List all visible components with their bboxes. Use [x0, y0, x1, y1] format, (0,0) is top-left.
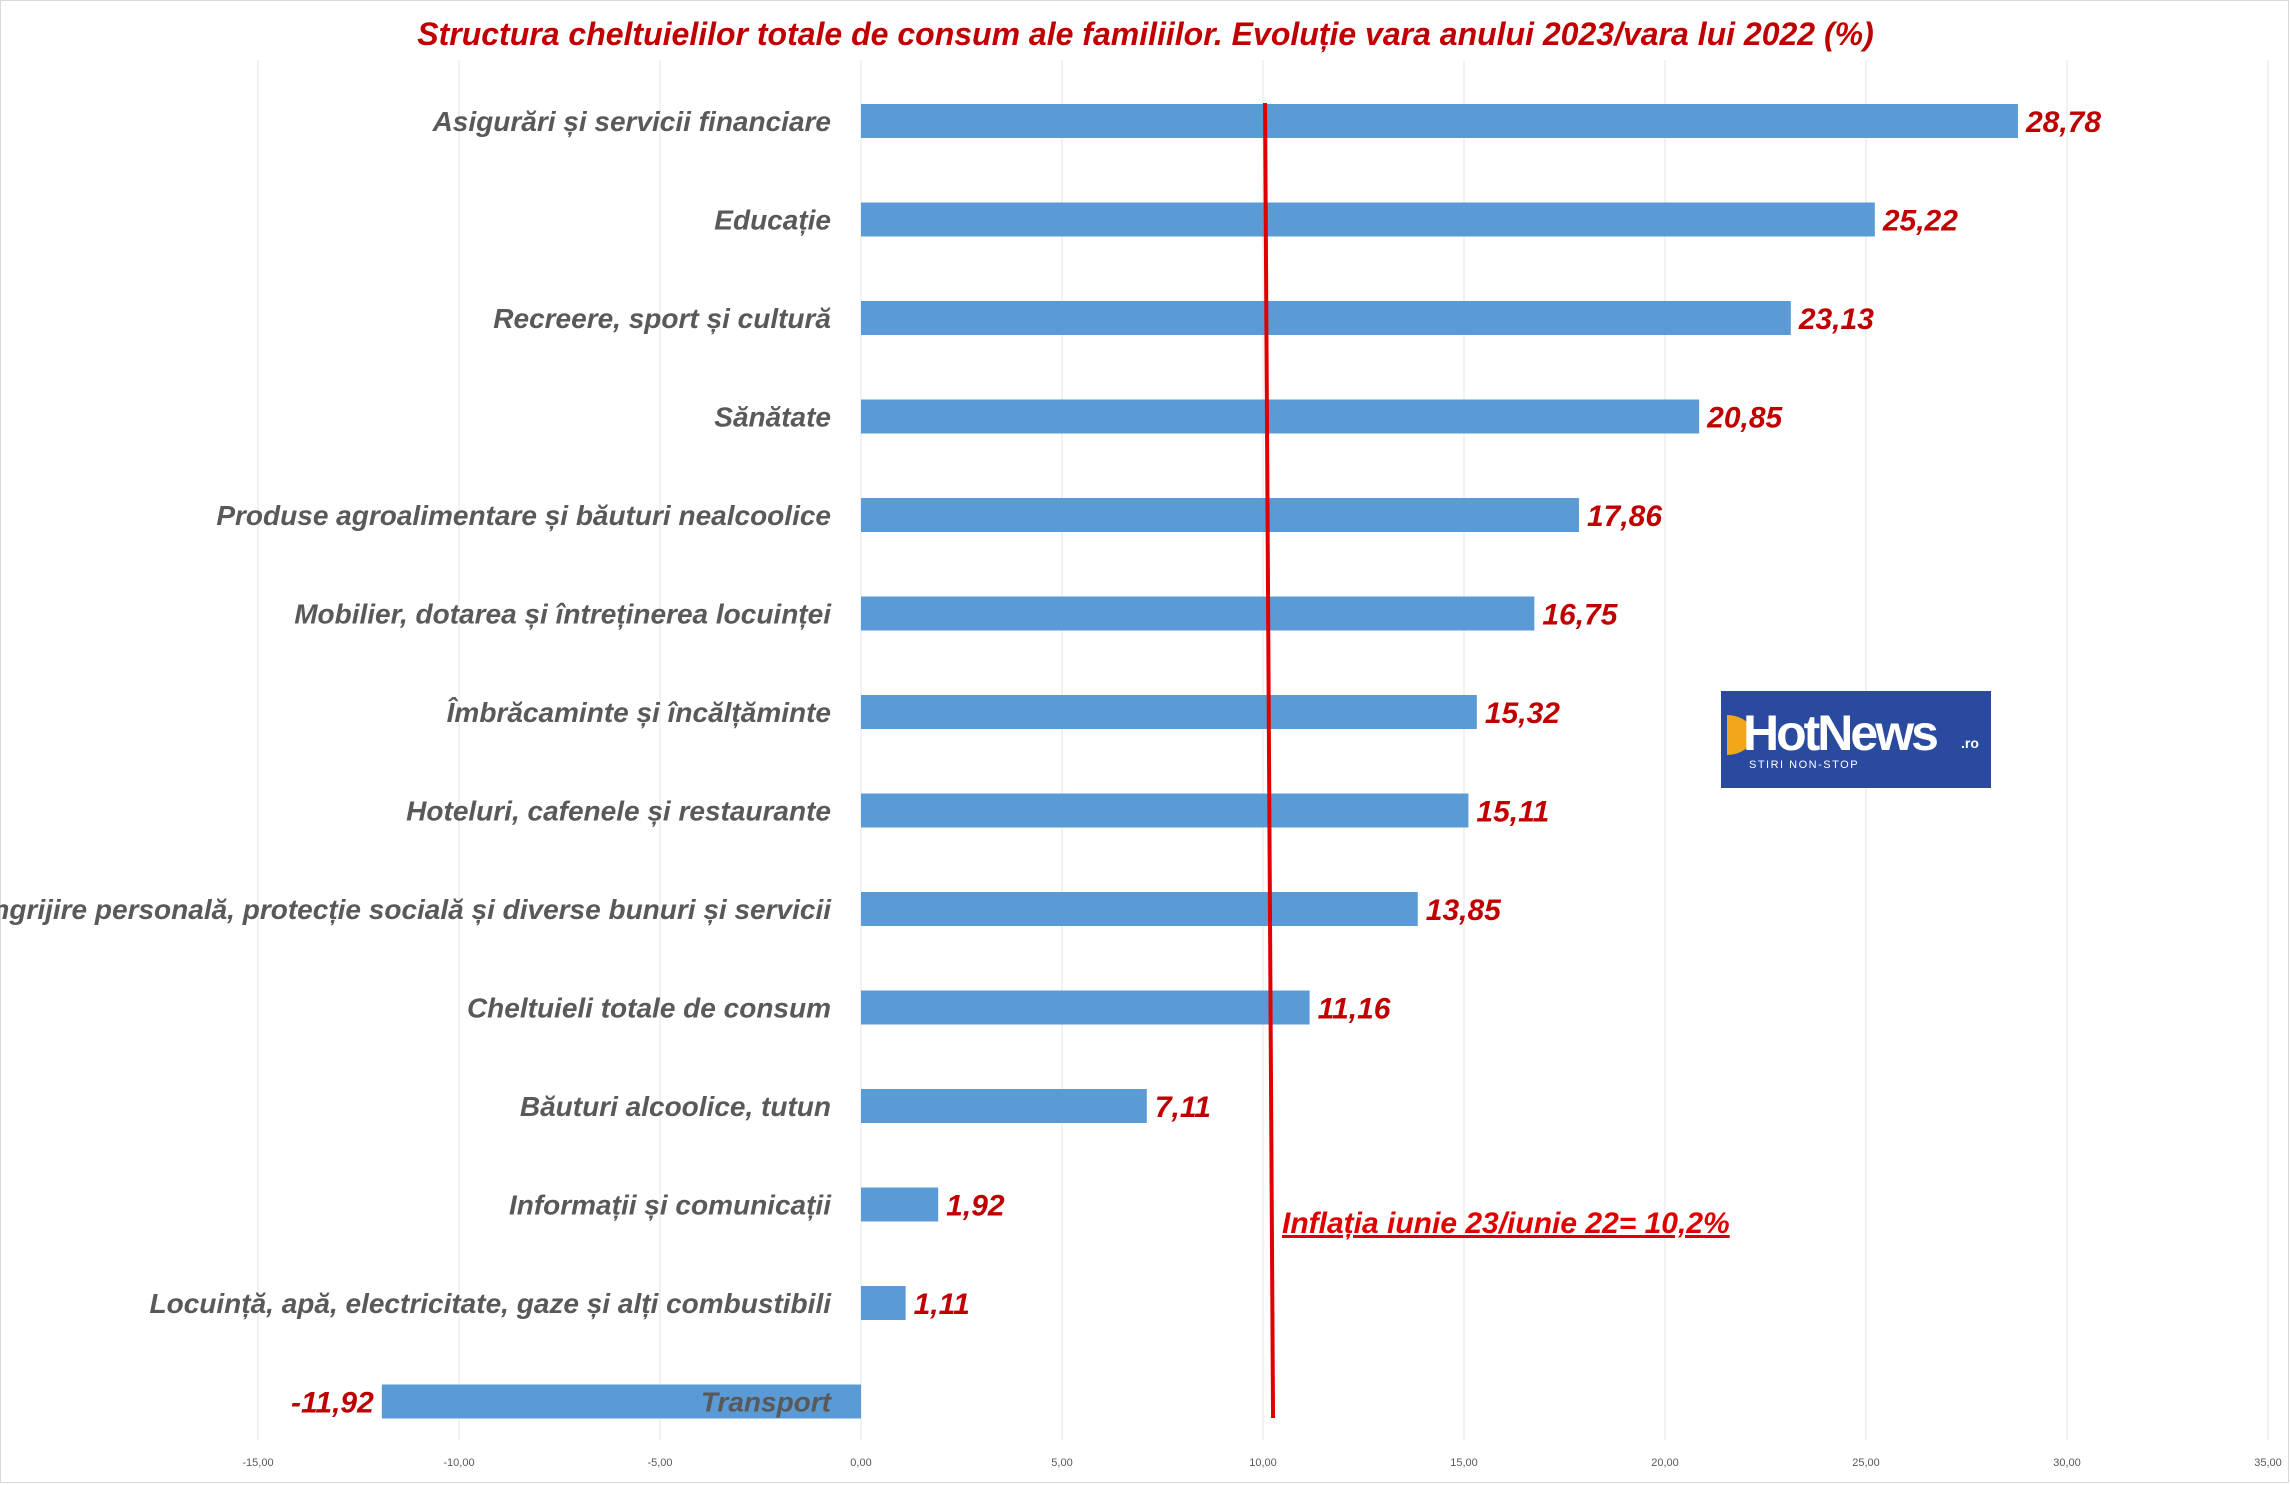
value-label: 23,13 — [1798, 303, 1874, 336]
value-label: 13,85 — [1426, 894, 1502, 927]
value-label: 25,22 — [1882, 205, 1958, 238]
x-tick-label: -15,00 — [242, 1457, 273, 1469]
chart-title: Structura cheltuielilor totale de consum… — [417, 16, 1874, 52]
bar — [861, 695, 1477, 729]
logo-text: HotNews — [1743, 705, 1939, 761]
bar — [861, 596, 1535, 631]
bar — [861, 892, 1418, 926]
value-label: 15,11 — [1476, 796, 1549, 829]
x-tick-label: -5,00 — [647, 1457, 672, 1469]
value-label: 17,86 — [1587, 500, 1662, 533]
category-label: Mobilier, dotarea și întreținerea locuin… — [294, 599, 832, 630]
category-label: Locuință, apă, electricitate, gaze și al… — [149, 1288, 832, 1319]
value-label: -11,92 — [291, 1387, 374, 1420]
bar — [861, 990, 1310, 1025]
x-tick-label: 20,00 — [1651, 1457, 1679, 1469]
bar — [861, 104, 2018, 138]
category-label: Asigurări și servicii financiare — [432, 106, 831, 137]
value-labels: 28,78 25,22 23,13 20,85 17,86 16,75 15,32 15,11… — [291, 106, 2101, 1420]
value-label: 15,32 — [1485, 697, 1560, 730]
category-label: Băuturi alcoolice, tutun — [520, 1091, 831, 1122]
value-label: 16,75 — [1542, 599, 1618, 632]
category-label: Îmbrăcaminte și încălțăminte — [447, 697, 831, 728]
bar — [861, 1187, 939, 1222]
bar — [861, 202, 1875, 237]
bar — [861, 1286, 906, 1320]
category-label: Informații și comunicații — [509, 1190, 832, 1221]
category-label: Hoteluri, cafenele și restaurante — [406, 796, 831, 827]
x-tick-label: 30,00 — [2053, 1457, 2081, 1469]
bar — [861, 1089, 1147, 1123]
inflation-line — [1263, 102, 1276, 1419]
bar — [381, 1384, 861, 1419]
inflation-annotation: Inflația iunie 23/iunie 22= 10,2% — [1282, 1207, 1730, 1240]
category-label: Recreere, sport și cultură — [493, 303, 831, 334]
category-label: Transport — [701, 1387, 833, 1418]
bar — [861, 793, 1469, 828]
bar — [861, 301, 1791, 335]
bar — [861, 498, 1579, 532]
value-label: 1,92 — [946, 1190, 1005, 1223]
x-tick-label: 25,00 — [1852, 1457, 1880, 1469]
x-tick-label: 5,00 — [1051, 1457, 1072, 1469]
category-label: Cheltuieli totale de consum — [467, 993, 831, 1024]
category-label: Educație — [714, 205, 831, 236]
value-label: 1,11 — [914, 1288, 970, 1321]
value-label: 11,16 — [1318, 993, 1391, 1026]
x-tick-label: -10,00 — [443, 1457, 474, 1469]
x-tick-label: 35,00 — [2254, 1457, 2282, 1469]
x-tick-label: 15,00 — [1450, 1457, 1478, 1469]
value-label: 20,85 — [1706, 402, 1783, 435]
bar — [861, 399, 1700, 434]
x-tick-label: 0,00 — [850, 1457, 871, 1469]
x-axis-tick-labels: -15,00 -10,00 -5,00 0,00 5,00 10,00 15,00 20,00… — [242, 1457, 2281, 1469]
hotnews-logo: HotNews .ro STIRI NON-STOP — [1721, 691, 1991, 788]
bars — [381, 104, 2018, 1419]
category-label: Produse agroalimentare și băuturi nealco… — [216, 500, 831, 531]
x-tick-label: 10,00 — [1249, 1457, 1277, 1469]
inflation-reference-line — [1263, 102, 1276, 1419]
value-label: 7,11 — [1155, 1091, 1211, 1124]
logo-suffix: .ro — [1961, 735, 1979, 751]
category-labels: Asigurări și servicii financiare Educație… — [0, 106, 833, 1418]
value-label: 28,78 — [2025, 106, 2101, 139]
category-label: Sănătate — [714, 402, 831, 433]
category-label: Îngrijire personală, protecție socială ș… — [0, 894, 832, 925]
logo-tagline: STIRI NON-STOP — [1749, 759, 1860, 771]
